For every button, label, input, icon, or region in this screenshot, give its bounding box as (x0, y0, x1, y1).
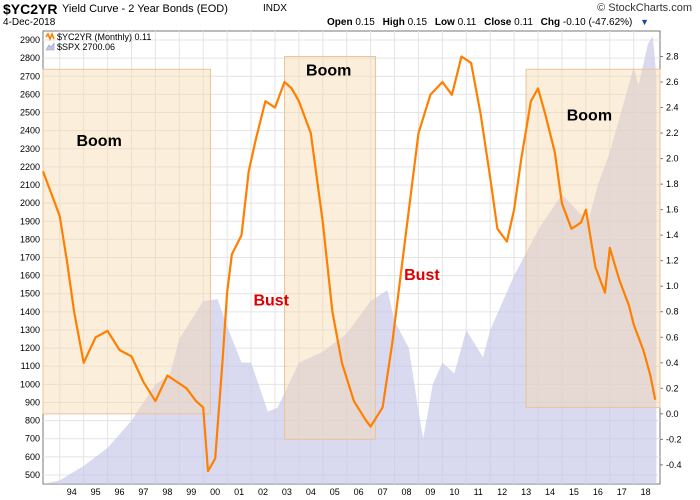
high-label: High (382, 17, 405, 28)
low-value: 0.11 (457, 17, 477, 28)
x-tick-label: 94 (67, 487, 77, 497)
x-tick-label: 16 (593, 487, 603, 497)
x-tick-label: 06 (354, 487, 364, 497)
yc2yr-line-series (41, 55, 657, 473)
exchange-label: INDX (263, 3, 287, 14)
boom-shaded-region (284, 56, 376, 440)
left-tick-label: 800 (25, 416, 40, 426)
x-tick-label: 12 (497, 487, 507, 497)
bust-annotation: Bust (404, 267, 440, 284)
right-tick-label: 1.2 (666, 256, 679, 266)
x-tick-label: 95 (91, 487, 101, 497)
left-tick-label: 1000 (20, 379, 40, 389)
bust-annotation: Bust (253, 292, 289, 309)
right-tick-label: 0.0 (666, 409, 679, 419)
x-tick-label: 00 (210, 487, 220, 497)
right-tick-label: 0.4 (666, 358, 679, 368)
symbol-label: $YC2YR (3, 1, 58, 17)
x-tick-label: 01 (234, 487, 244, 497)
left-tick-label: 2100 (20, 180, 40, 190)
right-tick-label: 2.8 (666, 52, 679, 62)
left-tick-label: 2300 (20, 144, 40, 154)
x-tick-label: 97 (138, 487, 148, 497)
spx-area-series (43, 36, 657, 485)
boom-annotation: Boom (567, 107, 612, 124)
left-tick-label: 1500 (20, 289, 40, 299)
open-value: 0.15 (355, 17, 375, 28)
quote-bar: Open 0.15 High 0.15 Low 0.11 Close 0.11 … (327, 17, 649, 28)
x-tick-label: 07 (378, 487, 388, 497)
boom-shaded-region (42, 68, 211, 415)
left-tick-label: 1900 (20, 216, 40, 226)
x-tick-label: 09 (425, 487, 435, 497)
left-tick-label: 500 (25, 470, 40, 480)
boom-annotation: Boom (306, 63, 351, 80)
close-label: Close (484, 17, 512, 28)
chg-value: -0.10 (-47.62%) (562, 17, 633, 28)
legend-entry: $SPX 2700.06 (57, 42, 115, 52)
low-label: Low (434, 17, 455, 28)
left-tick-label: 2800 (20, 53, 40, 63)
x-tick-label: 18 (641, 487, 651, 497)
right-tick-label: 1.6 (666, 205, 679, 215)
right-tick-label: 1.4 (666, 230, 679, 240)
left-tick-label: 1200 (20, 343, 40, 353)
brand-label: © StockCharts.com (597, 2, 692, 14)
chart-title: Yield Curve - 2 Year Bonds (EOD) (62, 3, 228, 15)
left-tick-label: 2900 (20, 35, 40, 45)
right-tick-label: -0.2 (666, 434, 682, 444)
right-tick-label: 2.6 (666, 77, 679, 87)
x-tick-label: 03 (282, 487, 292, 497)
open-label: Open (327, 17, 353, 28)
left-tick-label: 1800 (20, 234, 40, 244)
left-tick-label: 2700 (20, 71, 40, 81)
x-tick-label: 05 (330, 487, 340, 497)
left-tick-label: 2400 (20, 126, 40, 136)
x-tick-label: 99 (186, 487, 196, 497)
x-tick-label: 10 (449, 487, 459, 497)
left-tick-label: 1400 (20, 307, 40, 317)
left-tick-label: 2500 (20, 108, 40, 118)
x-tick-label: 98 (162, 487, 172, 497)
right-tick-label: 2.4 (666, 103, 679, 113)
right-tick-label: -0.4 (666, 460, 682, 470)
x-tick-label: 11 (474, 487, 483, 497)
chart-header: $YC2YR Yield Curve - 2 Year Bonds (EOD) … (0, 0, 700, 30)
x-tick-label: 08 (401, 487, 411, 497)
x-tick-label: 04 (306, 487, 316, 497)
left-tick-label: 700 (25, 434, 40, 444)
left-tick-label: 2200 (20, 162, 40, 172)
down-triangle-icon[interactable]: ▼ (640, 17, 650, 27)
left-tick-label: 1700 (20, 253, 40, 263)
left-tick-label: 2600 (20, 89, 40, 99)
x-tick-label: 17 (617, 487, 627, 497)
area-series-icon (45, 42, 55, 51)
right-tick-label: 0.6 (666, 332, 679, 342)
left-tick-label: 1300 (20, 325, 40, 335)
right-tick-label: 0.8 (666, 307, 679, 317)
x-tick-label: 15 (569, 487, 579, 497)
left-tick-label: 900 (25, 397, 40, 407)
line-series-icon (45, 31, 55, 42)
chg-label: Chg (540, 17, 561, 28)
left-tick-label: 600 (25, 452, 40, 462)
x-tick-label: 14 (545, 487, 555, 497)
x-tick-label: 02 (258, 487, 268, 497)
x-tick-label: 96 (115, 487, 125, 497)
left-tick-label: 1600 (20, 271, 40, 281)
left-tick-label: 1100 (21, 361, 40, 371)
right-tick-label: 2.0 (666, 154, 679, 164)
right-tick-label: 1.0 (666, 281, 679, 291)
high-value: 0.15 (407, 17, 428, 28)
legend-entry: $YC2YR (Monthly) 0.11 (57, 32, 151, 42)
right-tick-label: 1.8 (666, 179, 679, 189)
x-tick-label: 13 (521, 487, 531, 497)
right-tick-label: 2.2 (666, 128, 679, 138)
date-label: 4-Dec-2018 (3, 17, 56, 28)
boom-annotation: Boom (76, 133, 121, 150)
close-value: 0.11 (514, 17, 533, 28)
right-tick-label: 0.2 (666, 383, 679, 393)
left-tick-label: 2000 (20, 198, 40, 208)
